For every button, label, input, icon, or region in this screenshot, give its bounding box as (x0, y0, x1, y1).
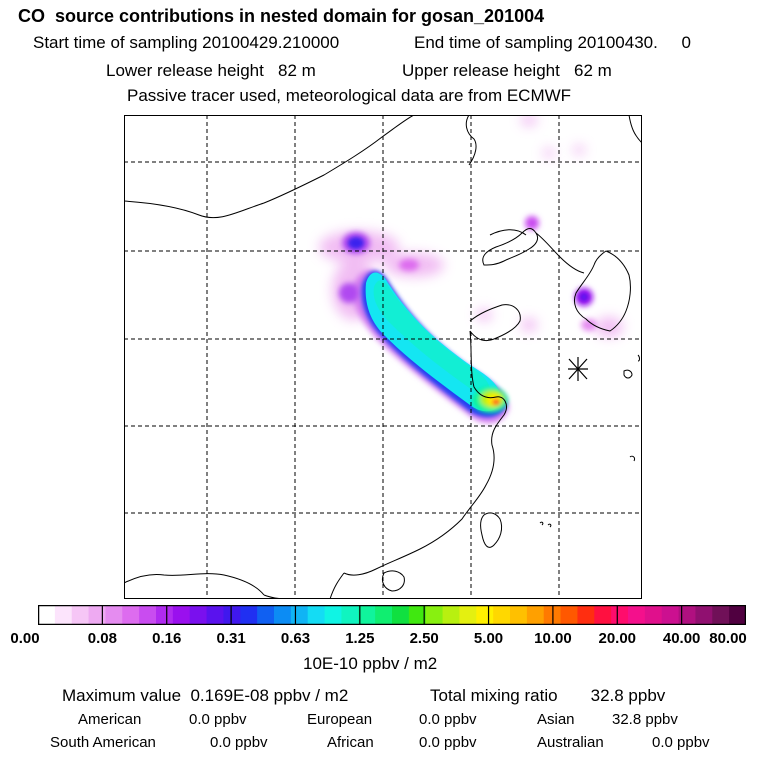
region-value-european: 0.0 ppbv (419, 711, 477, 728)
colorbar-cell (38, 605, 56, 625)
total-mixing-ratio: Total mixing ratio 32.8 ppbv (430, 686, 666, 705)
colorbar-tick-label: 10.00 (534, 630, 572, 647)
colorbar-cell (341, 605, 359, 625)
colorbar-cell (476, 605, 494, 625)
colorbar-cell (257, 605, 275, 625)
colorbar-cell (71, 605, 90, 625)
colorbar-tick-label: 80.00 (709, 630, 747, 647)
coastlines (124, 115, 642, 599)
region-value-australian: 0.0 ppbv (652, 734, 710, 751)
region-label-american: American (78, 711, 142, 728)
colorbar-cell (88, 605, 106, 625)
colorbar-tick-label: 20.00 (598, 630, 637, 647)
colorbar-cell (644, 605, 663, 625)
source-contribution-map (124, 115, 642, 599)
colorbar-tick-label: 0.63 (280, 630, 311, 647)
receptor-marker-icon (568, 357, 588, 381)
colorbar-cell (577, 605, 595, 625)
colorbar (38, 605, 746, 625)
colorbar-cell (223, 605, 241, 625)
colorbar-cell (695, 605, 713, 625)
region-value-african: 0.0 ppbv (419, 734, 477, 751)
colorbar-cell (358, 605, 376, 625)
maximum-value: Maximum value 0.169E-08 ppbv / m2 (62, 686, 349, 705)
colorbar-cell (560, 605, 578, 625)
colorbar-cell (510, 605, 528, 625)
colorbar-cell (105, 605, 123, 625)
colorbar-cell (678, 605, 696, 625)
colorbar-cell (189, 605, 208, 625)
colorbar-cell (375, 605, 393, 625)
colorbar-tick-label: 0.08 (87, 630, 117, 647)
colorbar-cell (425, 605, 444, 625)
region-value-south-american: 0.0 ppbv (210, 734, 268, 751)
upper-release-height: Upper release height 62 m (402, 61, 612, 80)
colorbar-cell (156, 605, 174, 625)
region-label-australian: Australian (537, 734, 604, 751)
colorbar-cell (442, 605, 460, 625)
colorbar-cell (274, 605, 292, 625)
colorbar-cell (139, 605, 157, 625)
colorbar-tick-label: 1.25 (345, 630, 375, 647)
end-sampling-time: End time of sampling 20100430. 0 (414, 33, 691, 52)
region-label-african: African (327, 734, 374, 751)
colorbar-cell (712, 605, 730, 625)
start-sampling-time: Start time of sampling 20100429.210000 (33, 33, 340, 52)
colorbar-cell (392, 605, 410, 625)
colorbar-cell (729, 605, 746, 625)
region-value-american: 0.0 ppbv (189, 711, 247, 728)
colorbar-cell (526, 605, 545, 625)
colorbar-units: 10E-10 ppbv / m2 (303, 654, 438, 673)
colorbar-cell (172, 605, 191, 625)
graticule (124, 115, 642, 599)
colorbar-cell (408, 605, 427, 625)
colorbar-cell (324, 605, 342, 625)
lower-release-height: Lower release height 82 m (106, 61, 316, 80)
colorbar-cell (54, 605, 73, 625)
colorbar-cell (240, 605, 258, 625)
figure-title: CO source contributions in nested domain… (18, 6, 545, 26)
colorbar-cell (661, 605, 680, 625)
colorbar-cell (611, 605, 629, 625)
region-label-south-american: South American (50, 734, 156, 751)
colorbar-cell (459, 605, 477, 625)
colorbar-tick-label: 2.50 (409, 630, 439, 647)
colorbar-tick-label: 0.00 (10, 630, 40, 647)
colorbar-tick-label: 0.16 (152, 630, 182, 647)
region-value-asian: 32.8 ppbv (612, 711, 678, 728)
colorbar-cell (628, 605, 646, 625)
colorbar-cell (290, 605, 309, 625)
map-frame (124, 115, 642, 599)
colorbar-tick-label: 40.00 (662, 630, 701, 647)
region-label-asian: Asian (537, 711, 575, 728)
colorbar-tick-label: 5.00 (473, 630, 504, 647)
region-label-european: European (307, 711, 373, 728)
colorbar-cell (122, 605, 140, 625)
colorbar-cell (307, 605, 326, 625)
colorbar-cell (206, 605, 224, 625)
plume-teal-center (373, 280, 490, 393)
tracer-note: Passive tracer used, meteorological data… (127, 86, 572, 105)
colorbar-cell (594, 605, 612, 625)
colorbar-cell (493, 605, 511, 625)
plume-hotspot (472, 387, 508, 413)
colorbar-tick-label: 0.31 (216, 630, 246, 647)
